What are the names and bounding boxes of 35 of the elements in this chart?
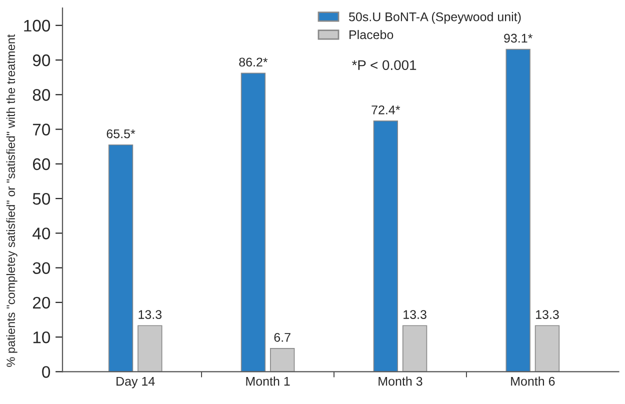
data-label: 65.5* [106,129,136,138]
data-label: 6.7 [274,332,290,342]
y-tick-label: 80 [32,89,50,101]
y-tick-label: 10 [33,331,50,344]
data-label: 86.2* [239,58,268,67]
y-axis-title: % patients "completey satisfied" or "satisfied" with the treatment [6,34,18,367]
data-label: 72.4* [372,105,400,114]
bar [270,348,295,372]
y-tick-label: 20 [32,296,50,309]
y-tick-label: 60 [33,158,50,170]
legend-label: 50s.U BoNT-A (Speywood unit) [349,12,521,24]
y-tick-label: 50 [32,192,50,205]
data-label: 93.1* [504,34,532,43]
bar [402,325,428,372]
x-tick-label: Day 14 [116,377,155,388]
data-label: 13.3 [536,310,559,319]
y-tick-label: 30 [32,262,50,274]
x-tick-label: Month 6 [511,376,555,386]
x-tick-label: Month 3 [378,376,422,386]
annotation: *P < 0.001 [352,60,416,70]
y-tick-label: 90 [32,54,50,66]
legend-label: Placebo [350,30,394,40]
bar [138,325,162,372]
y-tick-label: 100 [24,20,50,32]
y-tick-label: 40 [32,228,50,240]
bar [534,325,560,372]
bar [373,120,398,372]
data-label: 13.3 [404,310,426,319]
bar [240,72,266,372]
bar [506,48,530,372]
data-label: 13.3 [138,310,162,319]
bar [108,144,134,372]
x-tick-label: Month 1 [246,376,290,386]
y-tick-label: 0 [42,366,50,378]
y-tick-label: 70 [33,124,50,136]
